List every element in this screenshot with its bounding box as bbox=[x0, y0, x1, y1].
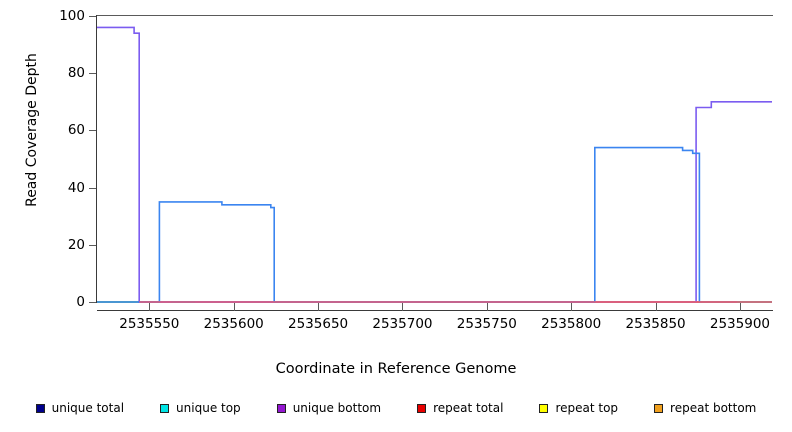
x-tick-label-2535900: 2535900 bbox=[709, 316, 770, 332]
x-tick-2535900 bbox=[740, 303, 741, 311]
chart-legend: unique total unique top unique bottom repea… bbox=[0, 398, 792, 418]
legend-repeat-top-label: repeat top bbox=[555, 401, 619, 415]
legend-unique-top-label: unique top bbox=[176, 401, 241, 415]
baseline-unique-green bbox=[97, 301, 138, 303]
x-tick-2535650 bbox=[318, 303, 319, 311]
x-axis-title: Coordinate in Reference Genome bbox=[275, 361, 517, 377]
legend-repeat-bottom-label: repeat bottom bbox=[670, 401, 757, 415]
x-tick-label-2535800: 2535800 bbox=[541, 316, 602, 332]
legend-unique-top-swatch-icon bbox=[160, 403, 170, 413]
plot-area bbox=[97, 16, 772, 302]
legend-unique-total-swatch-icon bbox=[35, 403, 45, 413]
y-tick-label-80: 80 bbox=[67, 65, 85, 82]
legend-repeat-top: repeat top bbox=[539, 402, 618, 414]
baseline-unique-bottom bbox=[274, 301, 595, 303]
legend-unique-bottom-swatch-icon bbox=[276, 403, 286, 413]
y-tick-label-100: 100 bbox=[59, 8, 85, 24]
plot-top-border bbox=[97, 15, 773, 16]
x-tick-2535750 bbox=[487, 303, 488, 311]
x-tick-label-2535550: 2535550 bbox=[119, 316, 180, 332]
baseline-unique-bottom bbox=[137, 301, 172, 303]
x-tick-2535800 bbox=[571, 303, 572, 311]
legend-repeat-total: repeat total bbox=[417, 402, 503, 414]
legend-unique-bottom: unique bottom bbox=[276, 401, 382, 415]
y-axis-line bbox=[96, 15, 97, 303]
x-tick-2535600 bbox=[234, 303, 235, 311]
x-tick-2535550 bbox=[149, 303, 150, 311]
baseline-unique-bottom bbox=[194, 301, 275, 303]
legend-repeat-total-label: repeat total bbox=[433, 401, 504, 415]
y-axis-title: Read Coverage Depth bbox=[24, 53, 40, 207]
y-tick-label-0: 0 bbox=[76, 294, 85, 310]
legend-repeat-total-swatch-icon bbox=[417, 403, 427, 413]
y-tick-20 bbox=[89, 245, 96, 246]
legend-unique-top: unique top bbox=[160, 402, 241, 414]
y-tick-label-40: 40 bbox=[67, 179, 85, 196]
y-tick-60 bbox=[89, 130, 96, 131]
x-tick-label-2535600: 2535600 bbox=[203, 316, 264, 332]
baseline-repeat-total bbox=[594, 301, 737, 303]
legend-repeat-bottom-swatch-icon bbox=[654, 403, 664, 413]
x-tick-label-2535650: 2535650 bbox=[288, 316, 349, 332]
y-tick-100 bbox=[89, 16, 96, 17]
baseline-unique-green bbox=[736, 301, 772, 303]
legend-repeat-top-swatch-icon bbox=[539, 403, 549, 413]
x-tick-label-2535750: 2535750 bbox=[456, 316, 517, 332]
legend-unique-total: unique total bbox=[35, 401, 125, 415]
x-axis-line bbox=[97, 310, 773, 311]
baseline-unique-top bbox=[171, 301, 195, 303]
x-tick-2535700 bbox=[402, 303, 403, 311]
y-tick-label-60: 60 bbox=[67, 122, 85, 139]
x-tick-2535850 bbox=[656, 303, 657, 311]
x-tick-label-2535850: 2535850 bbox=[625, 316, 686, 332]
y-tick-80 bbox=[89, 73, 96, 74]
legend-unique-total-label: unique total bbox=[51, 401, 125, 415]
x-tick-label-2535700: 2535700 bbox=[372, 316, 433, 332]
y-tick-0 bbox=[89, 302, 96, 303]
y-tick-40 bbox=[89, 188, 96, 189]
legend-unique-bottom-label: unique bottom bbox=[292, 401, 382, 415]
legend-repeat-bottom: repeat bottom bbox=[654, 402, 756, 414]
y-tick-label-20: 20 bbox=[67, 236, 85, 253]
